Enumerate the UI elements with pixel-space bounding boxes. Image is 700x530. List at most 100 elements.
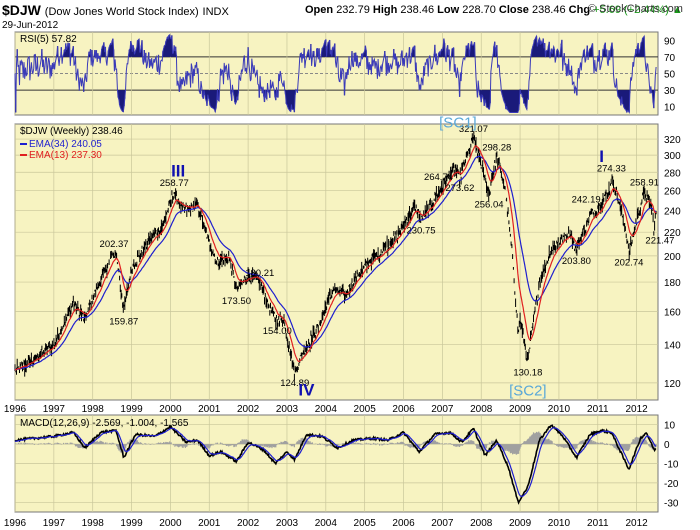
price-annotation: 321.07: [459, 124, 488, 135]
index-name: (Dow Jones World Stock Index): [44, 6, 199, 18]
year-tick-label: 2007: [431, 518, 454, 529]
price-annotation: 130.18: [513, 368, 542, 379]
price-tick-label: 280: [664, 168, 681, 179]
price-tick-label: 200: [664, 252, 681, 263]
price-tick-label: 240: [664, 207, 681, 218]
price-tick-label: 140: [664, 341, 681, 352]
price-annotation: 203.80: [562, 256, 591, 267]
rsi-panel: 10 30 50 70 90 RSI(5) 57.82: [14, 31, 676, 116]
year-tick-label: 1998: [82, 518, 105, 529]
year-tick-label: 1996: [4, 404, 27, 415]
wave-label: IV: [298, 381, 315, 400]
price-annotation: 258.91: [630, 178, 659, 189]
rsi-tick-label: 90: [664, 36, 676, 47]
year-tick-label: 2010: [548, 518, 571, 529]
year-tick-label: 2007: [431, 404, 454, 415]
macd-tick-label: -10: [664, 460, 679, 471]
year-tick-label: 2006: [392, 404, 415, 415]
symbol: $DJW: [2, 2, 41, 18]
year-tick-label: 1997: [43, 518, 66, 529]
signal-line: [14, 427, 657, 498]
change-value: +5.69 (+2.44%): [593, 4, 669, 16]
rsi-tick-label: 10: [664, 103, 676, 114]
open-label: Open: [305, 4, 334, 16]
year-tick-label: 2011: [587, 404, 609, 415]
price-annotation: 124.89: [280, 378, 309, 389]
year-tick-label: 2012: [626, 518, 649, 529]
exchange: INDX: [202, 6, 229, 18]
price-tick-label: 260: [664, 187, 681, 198]
year-tick-label: 1998: [82, 404, 105, 415]
macd-legend: MACD(12,26,9) -2.569, -1.004, -1.565: [20, 418, 189, 429]
price-annotation: 264.74: [424, 172, 453, 183]
year-tick-label: 2010: [548, 404, 571, 415]
macd-tick-label: -20: [664, 479, 679, 490]
brand-watermark: © StockCharts.com: [588, 3, 683, 15]
year-tick-label: 2008: [470, 404, 493, 415]
wave-label: III: [171, 162, 185, 181]
year-tick-label: 2009: [509, 404, 532, 415]
price-tick-label: 180: [664, 278, 681, 289]
price-panel: 120 140 160 180 200 220 240 260 280 300 320 202.37…: [14, 115, 681, 401]
wave-label: [SC1]: [439, 115, 477, 132]
chart-title: $DJW (Dow Jones World Stock Index) INDX: [2, 2, 229, 18]
price-annotation: 258.77: [160, 178, 189, 189]
price-annotation: 274.33: [597, 163, 626, 174]
year-tick-label: 2002: [237, 518, 260, 529]
year-tick-label: 2004: [315, 404, 338, 415]
change-label: Chg: [568, 4, 591, 16]
price-annotation: 159.87: [109, 317, 138, 328]
year-tick-label: 2003: [276, 518, 299, 529]
wave-label: [SC2]: [509, 383, 547, 400]
macd-tick-label: 10: [664, 421, 676, 432]
macd-panel: -30 -20 -10 0 10 MACD(12,26,9) -2.569, -1.00…: [14, 414, 679, 513]
year-tick-label: 2012: [626, 404, 649, 415]
rsi-tick-label: 30: [664, 86, 676, 97]
price-annotation: 221.47: [645, 236, 674, 247]
macd-tick-label: 0: [664, 440, 670, 451]
price-panel-bg: [14, 123, 659, 401]
rsi-tick-label: 50: [664, 70, 676, 81]
year-tick-label: 1996: [4, 518, 27, 529]
close-value: 238.46: [531, 4, 566, 16]
year-tick-label: 2000: [159, 404, 182, 415]
close-label: Close: [498, 4, 529, 16]
low-value: 228.70: [462, 4, 496, 16]
macd-line: [14, 424, 657, 505]
ema13-legend: EMA(13) 237.30: [29, 150, 102, 161]
price-annotation: 230.75: [406, 225, 435, 236]
year-tick-label: 1999: [120, 404, 143, 415]
quote-bar: Open 232.79 High 238.46 Low 228.70 Close…: [305, 4, 683, 16]
high-label: High: [372, 4, 398, 16]
year-axis-top: 1996 1997 1998 1999 2000 2001 2002 2003 2004 2005…: [4, 404, 648, 415]
year-tick-label: 2009: [509, 518, 532, 529]
year-tick-label: 2005: [354, 404, 377, 415]
rsi-legend: RSI(5) 57.82: [20, 34, 77, 45]
price-annotation: 202.37: [100, 239, 129, 250]
wave-label: I: [599, 147, 604, 166]
price-annotation: 256.04: [474, 199, 503, 210]
price-annotation: 242.19: [572, 194, 601, 205]
price-tick-label: 220: [664, 228, 681, 239]
chart-date: 29-Jun-2012: [2, 20, 59, 31]
low-label: Low: [437, 4, 460, 16]
year-tick-label: 1997: [43, 404, 66, 415]
ema13-line: [14, 145, 657, 371]
price-legend: $DJW (Weekly) 238.46: [20, 126, 123, 137]
price-annotation: 273.62: [445, 183, 474, 194]
up-arrow-icon: ▲: [672, 4, 683, 16]
rsi-line: [14, 33, 657, 114]
high-value: 238.46: [400, 4, 435, 16]
year-tick-label: 1999: [120, 518, 143, 529]
price-tick-label: 300: [664, 151, 681, 162]
year-tick-label: 2001: [198, 404, 221, 415]
year-tick-label: 2008: [470, 518, 493, 529]
price-annotation: 180.21: [245, 268, 274, 279]
open-value: 232.79: [336, 4, 370, 16]
year-tick-label: 2005: [354, 518, 377, 529]
year-tick-label: 2006: [392, 518, 415, 529]
macd-tick-label: -30: [664, 498, 679, 509]
year-tick-label: 2001: [198, 518, 221, 529]
year-tick-label: 2002: [237, 404, 260, 415]
